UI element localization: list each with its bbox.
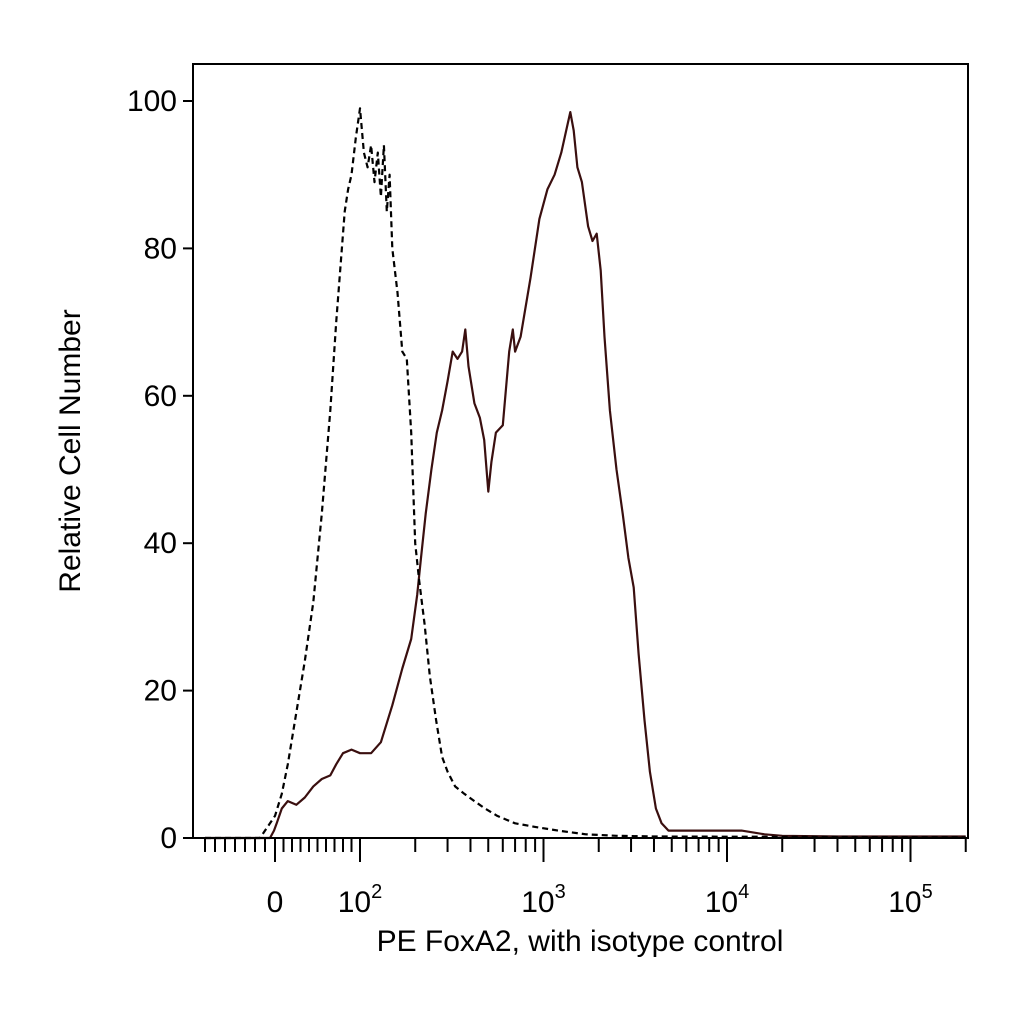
y-axis-title: Relative Cell Number xyxy=(54,309,87,592)
plot-area xyxy=(205,107,966,840)
x-axis: 0 102 103 104 105 xyxy=(204,838,967,919)
x-tick-label: 102 xyxy=(338,881,383,919)
y-tick-label: 100 xyxy=(127,85,177,118)
x-axis-title: PE FoxA2, with isotype control xyxy=(377,925,784,958)
y-tick-label: 40 xyxy=(144,527,177,560)
y-tick-label: 80 xyxy=(144,232,177,265)
x-tick-label: 103 xyxy=(521,881,566,919)
x-tick-label: 0 xyxy=(267,886,284,919)
y-tick-label: 0 xyxy=(160,822,177,855)
foxa2-curve xyxy=(205,111,966,840)
x-tick-label: 104 xyxy=(705,881,750,919)
x-tick-label: 105 xyxy=(888,881,933,919)
y-tick-label: 60 xyxy=(144,380,177,413)
plot-frame xyxy=(192,63,969,839)
y-axis: 0 20 40 60 80 100 xyxy=(127,85,193,855)
isotype-control-curve xyxy=(205,107,966,840)
y-tick-label: 20 xyxy=(144,675,177,708)
